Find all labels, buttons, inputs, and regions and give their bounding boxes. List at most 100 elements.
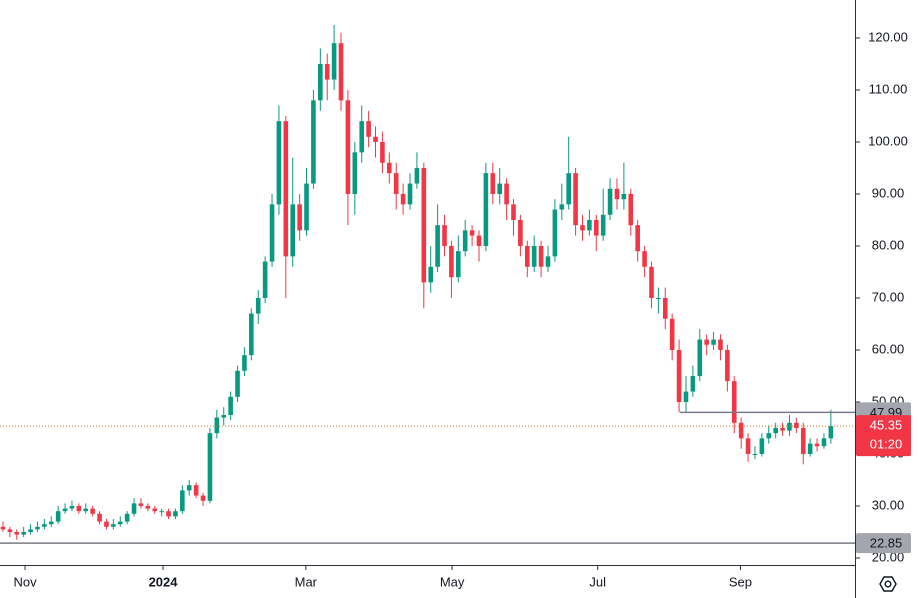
candle-body <box>490 173 496 194</box>
candle-body <box>662 297 668 319</box>
candle-body <box>76 505 82 512</box>
settings-button[interactable] <box>879 576 897 592</box>
candle-body <box>7 529 13 532</box>
candle-body <box>104 521 109 527</box>
candle-body <box>669 318 675 350</box>
y-tick-label: 60.00 <box>872 341 905 356</box>
candle-body <box>318 63 323 101</box>
x-tick-label: May <box>440 574 465 589</box>
y-tick-label: 90.00 <box>872 185 905 200</box>
candle-body <box>497 183 502 194</box>
candle-body <box>352 152 358 194</box>
candle-body <box>566 173 571 205</box>
y-tick-label: 80.00 <box>872 237 905 252</box>
settings-icon[interactable] <box>879 576 897 592</box>
candle-body <box>745 438 751 454</box>
y-tick-label: 100.00 <box>868 133 908 148</box>
candle-body <box>145 505 151 509</box>
candle-body <box>55 511 61 522</box>
candle-body <box>573 173 578 226</box>
candle-body <box>331 43 337 80</box>
candle-body <box>621 193 627 200</box>
candle-body <box>711 339 716 345</box>
candle-body <box>28 529 33 532</box>
candle-body <box>21 531 26 535</box>
candle-body <box>518 219 523 246</box>
last-price-label: 45.35 <box>870 418 903 433</box>
x-tick-label: Nov <box>13 574 37 589</box>
candle-body <box>35 526 40 530</box>
candle-body <box>97 513 102 522</box>
candle-body <box>738 422 744 439</box>
candle-body <box>607 188 613 215</box>
candle-body <box>228 396 233 415</box>
candle-body <box>193 485 199 496</box>
candle-body <box>42 524 47 527</box>
x-tick-label: Jul <box>589 574 606 589</box>
y-tick-label: 30.00 <box>872 497 905 512</box>
candle-body <box>255 297 261 314</box>
y-tick-label: 70.00 <box>872 289 905 304</box>
candle-body <box>614 188 620 200</box>
candle-body <box>814 443 820 447</box>
candle-body <box>552 209 558 257</box>
candle-body <box>649 266 654 298</box>
price-line-tag <box>856 533 911 554</box>
last-price-tag <box>856 415 911 457</box>
x-tick-label: 2024 <box>149 574 179 589</box>
candle-body <box>538 245 544 267</box>
candle-body <box>628 193 634 226</box>
candle-body <box>380 141 385 163</box>
candle-body <box>14 531 20 535</box>
candle-body <box>731 381 737 423</box>
candle-body <box>821 438 827 447</box>
candle-body <box>297 204 302 231</box>
candle-body <box>221 414 227 418</box>
candle-body <box>656 297 661 299</box>
y-tick-label: 120.00 <box>868 29 908 44</box>
candle-body <box>249 313 254 356</box>
candle-body <box>269 204 275 262</box>
candle-body <box>704 339 709 345</box>
candle-body <box>186 485 192 491</box>
x-tick-label: Mar <box>295 574 318 589</box>
candle-body <box>559 204 565 210</box>
candle-body <box>524 245 530 267</box>
candle-body <box>442 225 447 246</box>
y-tick-label: 20.00 <box>872 549 905 564</box>
candle-body <box>69 505 75 509</box>
candle-body <box>511 204 516 220</box>
settings-icon-center[interactable] <box>884 580 892 588</box>
candle-body <box>718 339 723 350</box>
countdown-label: 01:20 <box>870 437 903 452</box>
candle-body <box>697 339 703 376</box>
candle-body <box>683 391 689 402</box>
candle-body <box>593 219 599 236</box>
candle-body <box>531 245 537 267</box>
candle-body <box>359 121 365 153</box>
candle-body <box>48 521 54 525</box>
candle-body <box>725 349 730 382</box>
candle-body <box>290 204 296 257</box>
candle-body <box>235 370 240 397</box>
candle-body <box>642 251 647 267</box>
candle-body <box>345 100 351 194</box>
candle-body <box>173 511 178 517</box>
x-tick-label: Sep <box>729 574 752 589</box>
candle-body <box>393 173 399 194</box>
candle-body <box>449 245 454 278</box>
candle-body <box>545 256 551 267</box>
candle-body <box>159 511 164 513</box>
candle-body <box>180 490 185 512</box>
candle-body <box>504 183 509 205</box>
candle-body <box>262 261 268 298</box>
candle-body <box>587 219 592 231</box>
candle-body <box>462 230 468 252</box>
candle-body <box>800 427 806 454</box>
candle-body <box>759 438 765 454</box>
candle-body <box>766 433 772 439</box>
candle-body <box>600 214 606 236</box>
candle-body <box>90 508 95 514</box>
